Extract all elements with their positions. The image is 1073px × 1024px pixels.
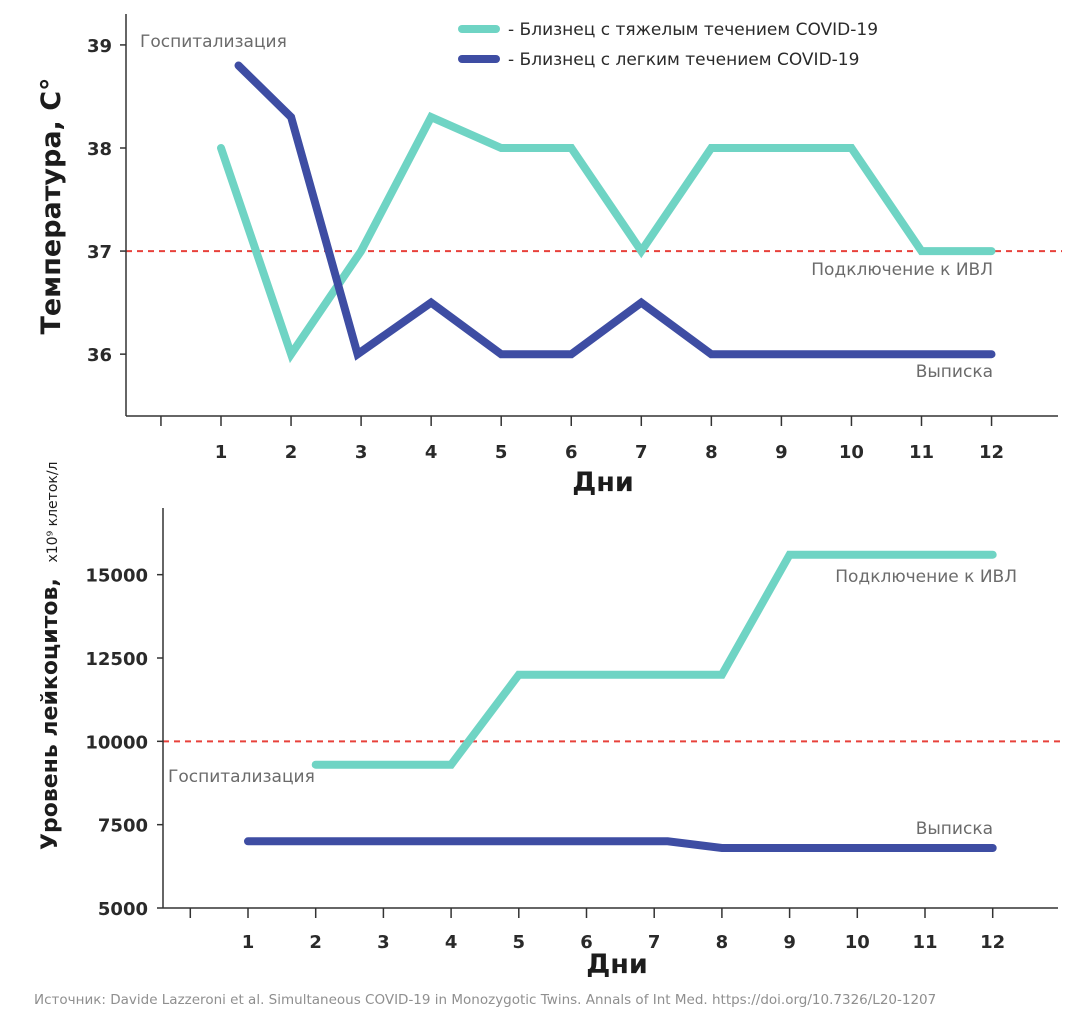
leukocyte-ytick-label: 7500 xyxy=(98,816,148,837)
leukocyte-y-title: Уровень лейкоцитов, x10⁹ клеток/л xyxy=(38,461,63,850)
temperature-ytick-label: 39 xyxy=(87,36,112,57)
temperature-xtick-label: 1 xyxy=(215,442,228,463)
temperature-annotation-hospitalization: Госпитализация xyxy=(140,32,287,52)
leukocyte-xtick-label: 5 xyxy=(513,932,526,953)
leukocyte-ytick-label: 12500 xyxy=(85,649,148,670)
temperature-line-severe xyxy=(217,111,996,364)
leukocyte-x-title: Дни xyxy=(586,949,648,980)
leukocyte-xtick-label: 2 xyxy=(309,932,322,953)
temperature-xtick-label: 2 xyxy=(285,442,298,463)
leukocyte-xtick-label: 6 xyxy=(580,932,593,953)
leukocyte-annotation-discharge: Выписка xyxy=(916,819,993,839)
leukocyte-xtick-label: 10 xyxy=(845,932,870,953)
temperature-y-title: Температура, С° xyxy=(36,77,67,334)
temperature-ytick-label: 38 xyxy=(87,139,112,160)
leukocyte-xtick-label: 8 xyxy=(716,932,729,953)
temperature-xtick-label: 9 xyxy=(775,442,788,463)
temperature-xtick-label: 3 xyxy=(355,442,368,463)
leukocyte-xtick-label: 4 xyxy=(445,932,458,953)
temperature-ytick-label: 36 xyxy=(87,345,112,366)
leukocyte-annotation-hospitalization: Госпитализация xyxy=(168,767,315,787)
leukocyte-y-title-unit: x10⁹ клеток/л xyxy=(45,461,61,562)
leukocyte-xtick-label: 3 xyxy=(377,932,390,953)
temperature-xtick-label: 4 xyxy=(425,442,438,463)
leukocyte-y-title-main: Уровень лейкоцитов, xyxy=(38,578,63,850)
temperature-xtick-label: 12 xyxy=(979,442,1004,463)
leukocyte-ytick-label: 15000 xyxy=(85,566,148,587)
leukocyte-xtick-label: 9 xyxy=(783,932,796,953)
temperature-ytick-label: 37 xyxy=(87,242,112,263)
leukocyte-annotation-ventilation: Подключение к ИВЛ xyxy=(835,567,1017,587)
temperature-annotation-discharge: Выписка xyxy=(916,362,993,382)
temperature-xtick-label: 7 xyxy=(635,442,648,463)
leukocyte-xticks: 1 2 3 4 5 6 7 8 9 10 11 12 xyxy=(189,908,1005,953)
leukocyte-ytick-label: 10000 xyxy=(85,732,148,753)
temperature-xtick-label: 11 xyxy=(909,442,934,463)
temperature-xticks: 1 2 3 4 5 6 7 8 9 10 11 12 xyxy=(160,416,1004,463)
leukocyte-ytick-label: 5000 xyxy=(98,899,148,920)
temperature-annotation-ventilation: Подключение к ИВЛ xyxy=(811,260,993,280)
source-caption: Источник: Davide Lazzeroni et al. Simult… xyxy=(34,992,936,1008)
leukocyte-yticks: 5000 7500 10000 12500 15000 xyxy=(85,566,163,920)
leukocyte-lines xyxy=(244,550,997,852)
temperature-line-mild xyxy=(234,61,996,361)
legend: - Близнец с тяжелым течением COVID-19 - … xyxy=(458,20,878,70)
temperature-axes xyxy=(125,14,1058,417)
leukocyte-xtick-label: 12 xyxy=(980,932,1005,953)
temperature-xtick-label: 6 xyxy=(565,442,578,463)
legend-label-severe: - Близнец с тяжелым течением COVID-19 xyxy=(508,20,878,40)
leukocyte-line-severe xyxy=(311,550,997,769)
leukocyte-xtick-label: 1 xyxy=(242,932,255,953)
legend-label-mild: - Близнец с легким течением COVID-19 xyxy=(508,50,859,70)
leukocyte-xtick-label: 11 xyxy=(912,932,937,953)
leukocyte-xtick-label: 7 xyxy=(648,932,661,953)
temperature-lines xyxy=(217,61,996,364)
temperature-xtick-label: 10 xyxy=(839,442,864,463)
temperature-x-title: Дни xyxy=(572,467,634,498)
temperature-xtick-label: 8 xyxy=(705,442,718,463)
temperature-xtick-label: 5 xyxy=(495,442,508,463)
temperature-yticks: 36 37 38 39 xyxy=(87,36,126,366)
leukocyte-line-mild xyxy=(244,837,997,852)
